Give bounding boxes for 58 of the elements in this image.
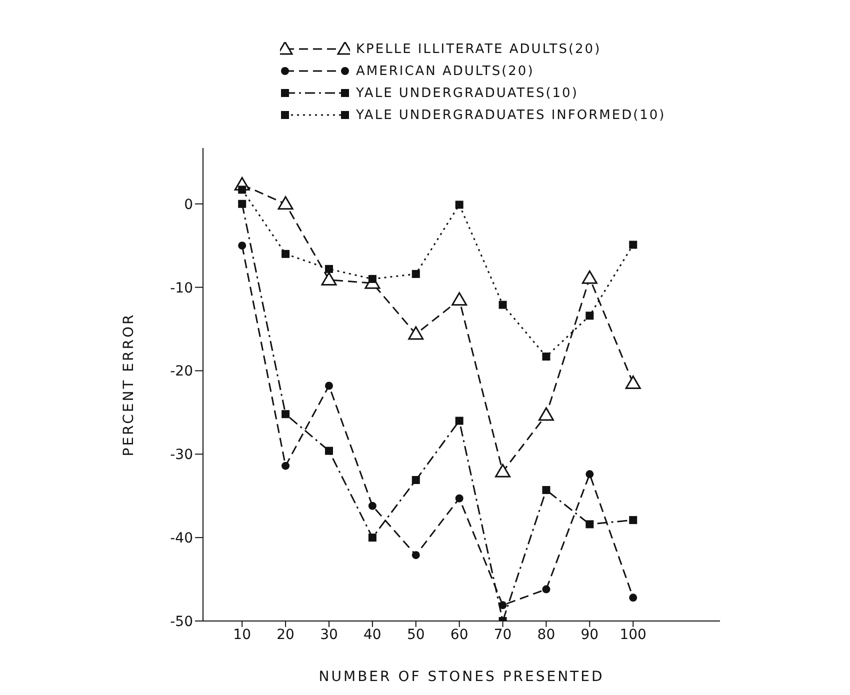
x-tick-label: 60 bbox=[450, 626, 468, 643]
y-tick-label: -10 bbox=[170, 280, 193, 296]
point bbox=[455, 416, 464, 425]
point bbox=[586, 470, 594, 478]
point bbox=[278, 196, 294, 210]
point bbox=[238, 242, 246, 250]
point bbox=[542, 352, 550, 361]
legend-label: YALE UNDERGRADUATES(10) bbox=[356, 86, 578, 100]
point bbox=[629, 594, 638, 602]
legend-label: YALE UNDERGRADUATES INFORMED(10) bbox=[356, 108, 666, 122]
x-tick-label: 50 bbox=[406, 626, 425, 643]
point bbox=[495, 464, 511, 478]
legend-label: KPELLE ILLITERATE ADULTS(20) bbox=[356, 42, 602, 56]
point bbox=[582, 270, 598, 284]
point bbox=[412, 476, 420, 484]
point bbox=[324, 382, 333, 390]
point bbox=[538, 407, 554, 421]
point bbox=[412, 551, 420, 560]
point bbox=[321, 272, 337, 286]
point bbox=[368, 534, 376, 542]
point bbox=[412, 270, 420, 278]
x-tick-label: 70 bbox=[494, 626, 512, 643]
y-tick-label: 0 bbox=[184, 196, 193, 213]
y-tick-label: -20 bbox=[170, 364, 193, 380]
legend-label: AMERICAN ADULTS(20) bbox=[356, 64, 534, 78]
x-tick-label: 20 bbox=[276, 626, 294, 643]
point bbox=[408, 326, 424, 340]
y-tick-label: -30 bbox=[170, 447, 193, 464]
y-tick-label: -40 bbox=[170, 530, 193, 547]
x-tick-label: 40 bbox=[364, 626, 382, 643]
x-axis-title: NUMBER OF STONES PRESENTED bbox=[318, 669, 604, 685]
point bbox=[324, 264, 333, 273]
point bbox=[629, 516, 638, 524]
point bbox=[238, 200, 246, 208]
point bbox=[629, 240, 638, 249]
point bbox=[452, 292, 468, 306]
point bbox=[625, 376, 641, 389]
point bbox=[498, 300, 507, 309]
point bbox=[586, 312, 594, 320]
point bbox=[455, 494, 464, 502]
point bbox=[498, 601, 507, 610]
x-tick-label: 80 bbox=[537, 626, 556, 643]
point bbox=[586, 520, 594, 528]
y-axis-title: PERCENT ERROR bbox=[120, 312, 137, 456]
y-tick-label: -50 bbox=[170, 614, 193, 630]
point bbox=[282, 250, 290, 258]
point bbox=[238, 186, 246, 194]
x-tick-label: 90 bbox=[580, 626, 599, 643]
x-tick-label: 100 bbox=[620, 626, 646, 643]
point bbox=[368, 502, 376, 510]
point bbox=[542, 585, 550, 594]
x-tick-label: 10 bbox=[233, 626, 252, 643]
point bbox=[324, 446, 333, 455]
point bbox=[282, 410, 290, 418]
point bbox=[542, 486, 550, 494]
point bbox=[455, 200, 464, 209]
x-tick-label: 30 bbox=[320, 626, 338, 643]
point bbox=[282, 462, 290, 470]
